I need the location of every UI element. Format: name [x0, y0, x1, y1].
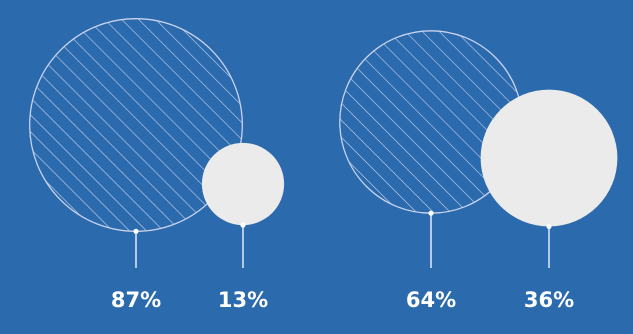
charts-layer: 87% 13% 64% 36% — [29, 18, 618, 312]
value-label-36: 36% — [524, 288, 574, 312]
leader-dot-64 — [428, 210, 434, 216]
solid-bubble-36 — [480, 89, 618, 227]
value-label-64: 64% — [406, 288, 456, 312]
value-label-87: 87% — [111, 288, 161, 312]
solid-bubble-13 — [201, 142, 285, 226]
leader-dot-87 — [133, 228, 139, 234]
leader-dot-13 — [240, 222, 246, 228]
leader-dot-36 — [546, 223, 552, 229]
bubble-chart-1: 87% 13% — [29, 18, 285, 312]
value-label-13: 13% — [218, 288, 268, 312]
bubble-chart-2: 64% 36% — [339, 30, 618, 312]
